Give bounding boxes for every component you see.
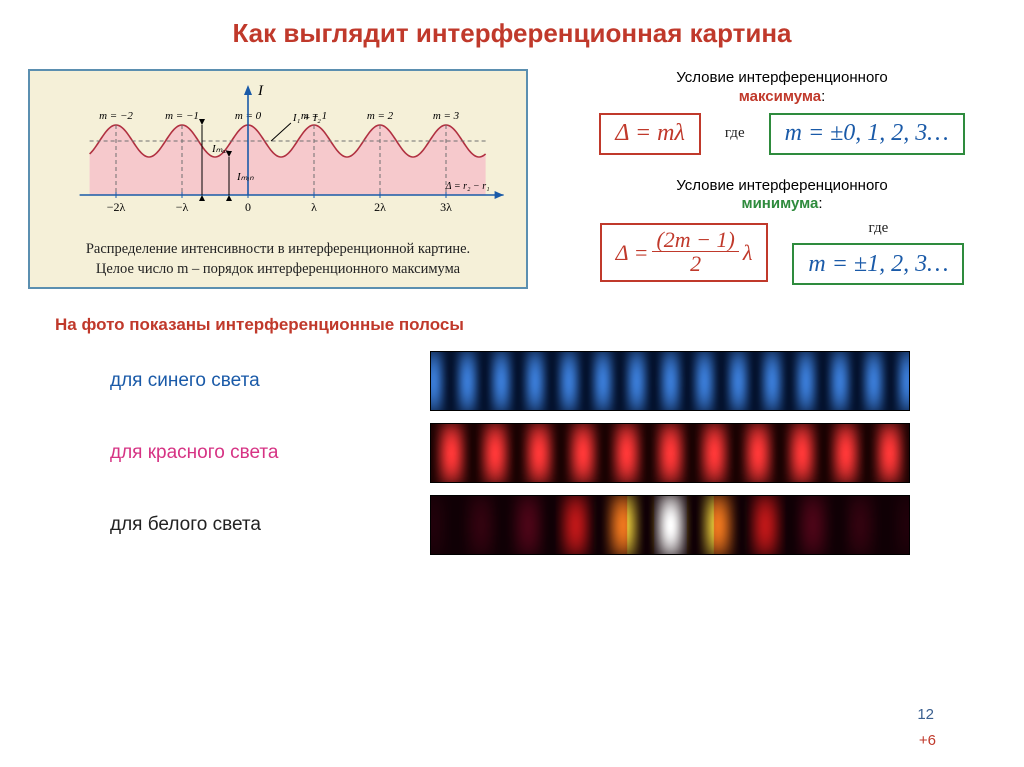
svg-text:3λ: 3λ [440, 200, 452, 214]
where-label-2: где [869, 220, 889, 237]
fringe-row: для красного света [0, 423, 1024, 483]
min-condition-heading: Условие интерференционного минимума: [568, 177, 996, 215]
svg-text:Iₘₐₓ: Iₘₐₓ [211, 143, 229, 155]
svg-text:λ: λ [311, 200, 317, 214]
svg-text:I₁ + I₂: I₁ + I₂ [292, 112, 321, 124]
svg-text:−2λ: −2λ [107, 200, 126, 214]
svg-text:Iₘᵢₙ: Iₘᵢₙ [236, 171, 254, 183]
svg-text:I: I [257, 83, 264, 99]
chart-caption-line1: Распределение интенсивности в интерферен… [86, 241, 470, 257]
svg-text:m = 2: m = 2 [367, 110, 394, 122]
page-title: Как выглядит интерференционная картина [0, 0, 1024, 49]
svg-text:m = 3: m = 3 [433, 110, 460, 122]
max-formula-row: Δ = mλ где m = ±0, 1, 2, 3… [568, 113, 996, 155]
conditions-column: Условие интерференционного максимума: Δ … [528, 69, 996, 289]
fringe-row: для синего света [0, 351, 1024, 411]
chart-caption: Распределение интенсивности в интерферен… [38, 240, 518, 279]
svg-text:Δ = r₂ − r₁: Δ = r₂ − r₁ [445, 181, 490, 192]
intensity-chart-box: m = −2m = −1m = 0m = 1m = 2m = 3IΔ = r₂ … [28, 69, 528, 289]
svg-text:2λ: 2λ [374, 200, 386, 214]
plus-counter: +6 [919, 732, 936, 749]
fringe-pattern [430, 351, 910, 411]
svg-text:−λ: −λ [176, 200, 189, 214]
fringes-container: для синего света для красного света для бе… [0, 351, 1024, 555]
page-number: 12 [917, 706, 934, 723]
max-m-range: m = ±0, 1, 2, 3… [769, 113, 965, 155]
fringes-heading: На фото показаны интерференционные полос… [55, 315, 1024, 335]
min-m-range: m = ±1, 2, 3… [792, 243, 964, 285]
max-formula: Δ = mλ [599, 113, 701, 155]
fringe-label: для красного света [0, 442, 430, 464]
max-word: максимума [739, 88, 821, 105]
svg-text:0: 0 [245, 200, 251, 214]
max-condition-heading: Условие интерференционного максимума: [568, 69, 996, 107]
fringe-label: для синего света [0, 370, 430, 392]
fringe-pattern [430, 495, 910, 555]
where-label-1: где [725, 125, 745, 142]
fringe-label: для белого света [0, 514, 430, 536]
top-row: m = −2m = −1m = 0m = 1m = 2m = 3IΔ = r₂ … [0, 69, 1024, 289]
chart-caption-line2: Целое число m – порядок интерференционно… [96, 261, 460, 277]
svg-text:m = −2: m = −2 [99, 110, 133, 122]
min-word: минимума [741, 195, 818, 212]
intensity-chart: m = −2m = −1m = 0m = 1m = 2m = 3IΔ = r₂ … [38, 79, 518, 234]
fringe-pattern [430, 423, 910, 483]
svg-text:m = −1: m = −1 [165, 110, 199, 122]
fringe-row: для белого света [0, 495, 1024, 555]
min-formula: Δ = (2m − 1) 2 λ [600, 223, 769, 282]
min-formula-row: Δ = (2m − 1) 2 λ где m = ±1, 2, 3… [568, 220, 996, 285]
